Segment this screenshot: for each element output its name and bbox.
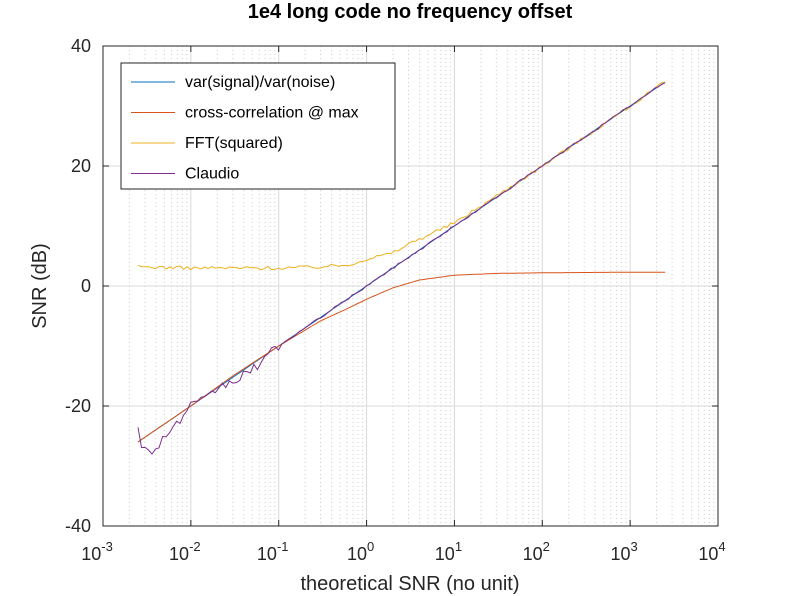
x-tick-base: 10 [435,544,455,564]
chart-title: 1e4 long code no frequency offset [248,1,573,23]
x-tick-label: 10-2 [169,539,201,564]
x-tick-label: 100 [347,539,374,564]
y-tick-label: -40 [65,516,91,536]
x-tick-base: 10 [257,544,277,564]
x-tick-base: 10 [611,544,631,564]
x-tick-label: 104 [698,539,725,564]
y-tick-label: 0 [81,276,91,296]
series-line-4 [137,82,666,455]
legend-box [120,62,396,190]
series-line-2 [137,271,666,443]
x-tick-label: 103 [611,539,638,564]
x-tick-exponent: 3 [631,539,638,554]
y-tick-label: 20 [71,156,91,176]
x-tick-exponent: -3 [101,539,113,554]
x-tick-exponent: 0 [367,539,374,554]
x-tick-base: 10 [81,544,101,564]
x-tick-exponent: 2 [543,539,550,554]
series-line-3 [137,81,666,271]
x-tick-label: 10-3 [81,539,113,564]
y-axis-label: SNR (dB) [29,243,51,329]
x-tick-base: 10 [523,544,543,564]
x-tick-label: 10-1 [257,539,289,564]
y-tick-label: -20 [65,396,91,416]
x-tick-label: 102 [523,539,550,564]
legend-label: var(signal)/var(noise) [185,74,335,91]
legend-label: Claudio [185,166,239,183]
legend: var(signal)/var(noise) cross-correlation … [120,62,396,190]
legend-label: cross-correlation @ max [185,105,359,122]
x-axis-label: theoretical SNR (no unit) [301,573,520,595]
x-tick-label: 101 [435,539,462,564]
x-tick-exponent: -2 [189,539,201,554]
x-tick-exponent: 1 [455,539,462,554]
x-tick-base: 10 [698,544,718,564]
x-tick-exponent: 4 [718,539,725,554]
legend-label: FFT(squared) [185,135,283,152]
series-layer [137,81,666,455]
y-tick-label: 40 [71,36,91,56]
x-tick-base: 10 [169,544,189,564]
x-tick-exponent: -1 [277,539,289,554]
x-tick-base: 10 [347,544,367,564]
